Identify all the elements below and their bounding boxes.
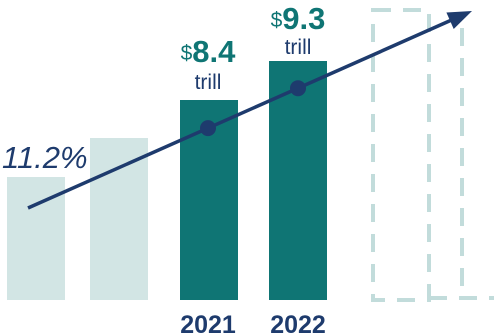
trend-marker-2022 [290, 80, 306, 97]
currency-symbol-2021: $ [181, 42, 193, 65]
unit-label-2021: trill [195, 71, 222, 94]
currency-symbol-2022: $ [271, 9, 283, 32]
trend-arrow-icon [446, 11, 472, 29]
faded-bar-2 [90, 138, 148, 300]
year-label-2021: 2021 [180, 311, 236, 336]
value-2021: 8.4 [192, 34, 236, 69]
value-label-2022: $9.3 [271, 1, 326, 36]
trend-line [27, 13, 463, 210]
bar-2022 [269, 61, 327, 300]
value-2022: 9.3 [282, 1, 325, 36]
value-label-2021: $8.4 [181, 34, 237, 69]
unit-label-2022: trill [285, 36, 312, 59]
growth-rate-label: 11.2% [2, 140, 88, 175]
projected-dashed-bar [371, 8, 431, 302]
trend-marker-2021 [200, 120, 216, 137]
year-label-2022: 2022 [270, 311, 326, 336]
